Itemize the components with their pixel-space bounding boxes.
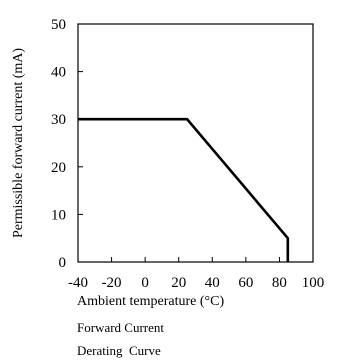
x-tick-label: 80: [272, 275, 287, 291]
x-tick-label: 40: [205, 275, 220, 291]
x-tick-label: -20: [102, 275, 122, 291]
x-tick-label: 100: [302, 275, 325, 291]
caption-line-2: Derating Curve: [77, 343, 161, 358]
y-tick-label: 20: [51, 160, 66, 176]
x-axis-title: Ambient temperature (°C): [77, 294, 224, 309]
y-axis-ticks: 0 10 20 30 40 50: [51, 17, 83, 271]
y-tick-label: 50: [51, 17, 66, 33]
y-tick-label: 10: [51, 207, 66, 223]
y-tick-label: 40: [51, 65, 66, 81]
plot-frame: [77, 23, 314, 263]
x-tick-label: -40: [68, 275, 88, 291]
x-tick-label: 60: [238, 275, 253, 291]
y-tick-label: 0: [59, 255, 67, 271]
series-layer: [78, 117, 290, 262]
y-tick-label: 30: [51, 112, 66, 128]
y-axis-title: Permissible forward current (mA): [11, 48, 26, 238]
x-axis-ticks: -40 -20 0 20 40 60 80 100: [68, 257, 324, 291]
derating-curve-line: [78, 117, 290, 262]
x-tick-label: 20: [171, 275, 186, 291]
x-tick-label: 0: [141, 275, 149, 291]
caption-line-1: Forward Current: [77, 320, 164, 335]
